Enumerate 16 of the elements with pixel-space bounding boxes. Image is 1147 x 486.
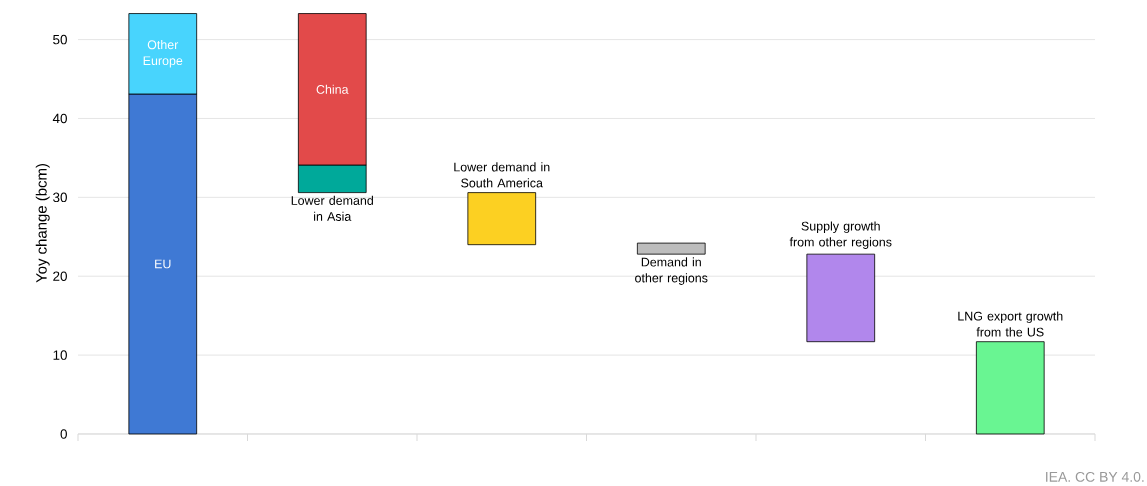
- y-tick-label: 40: [52, 113, 67, 124]
- series-label: EU: [155, 259, 171, 269]
- y-tick-label: 10: [53, 350, 67, 360]
- series-label: LNG export growth from the US: [958, 311, 1063, 337]
- y-tick-label: 20: [53, 271, 67, 281]
- series-label: Supply growth from other regions: [789, 221, 892, 249]
- series-label: Lower demand in Asia: [291, 195, 373, 221]
- series-label: Lower demand in South America: [454, 162, 550, 188]
- series-label: China: [316, 84, 349, 94]
- y-axis-title: Yoy change (bcm): [35, 164, 50, 283]
- y-tick-label: 0: [60, 429, 67, 439]
- y-tick-label: 50: [53, 34, 67, 45]
- series-label: Other Europe: [143, 40, 183, 68]
- y-tick-label: 30: [53, 192, 67, 203]
- text: IEA. CC BY 4.0.: [1046, 471, 1144, 482]
- series-label: Demand in other regions: [635, 257, 708, 285]
